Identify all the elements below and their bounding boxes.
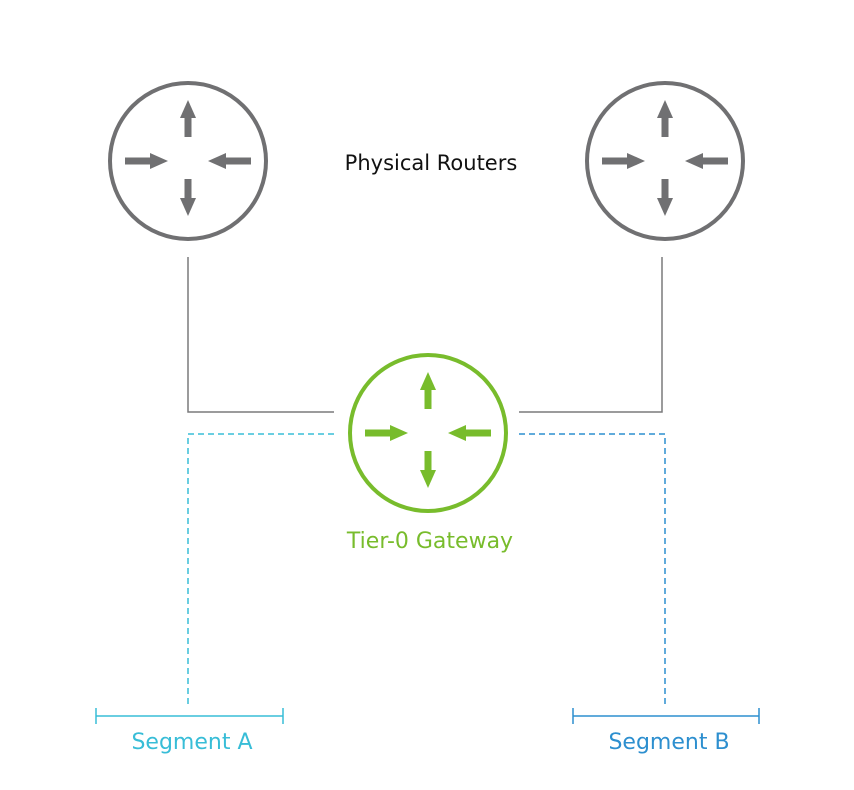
- physical-routers-label: Physical Routers: [345, 151, 518, 175]
- router-icon: [108, 81, 268, 241]
- link-segment-a: [187, 433, 334, 708]
- tier0-gateway: [348, 353, 508, 513]
- segment-a-bar: [95, 708, 284, 724]
- physical-router-left: [108, 81, 268, 241]
- link-right-router: [519, 257, 663, 413]
- segment-b-label: Segment B: [608, 730, 729, 755]
- physical-router-right: [585, 81, 745, 241]
- gateway-router-icon: [348, 353, 508, 513]
- gateway-label: Tier-0 Gateway: [346, 529, 513, 554]
- router-icon: [585, 81, 745, 241]
- segment-a-label: Segment A: [131, 730, 252, 755]
- segment-b-bar: [572, 708, 760, 724]
- link-left-router: [187, 257, 334, 413]
- link-segment-b: [519, 433, 666, 708]
